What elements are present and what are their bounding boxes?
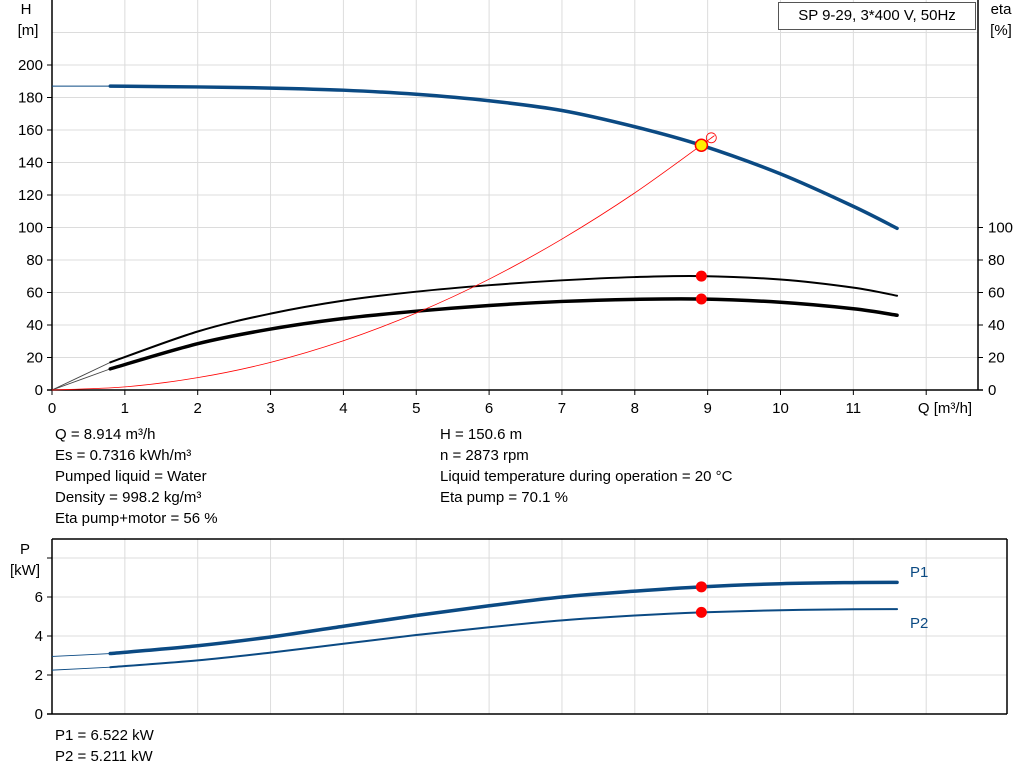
power-plot-area xyxy=(52,539,1007,714)
power-y-axis-unit: [kW] xyxy=(10,562,40,579)
info-density: Density = 998.2 kg/m³ xyxy=(55,489,202,506)
duty-point-power xyxy=(695,606,707,618)
info-right: H = 150.6 m n = 2873 rpm Liquid temperat… xyxy=(440,424,732,508)
power-y-tick-label: 6 xyxy=(35,589,43,606)
y-tick-label: 180 xyxy=(18,90,43,107)
P1-series-label: P1 xyxy=(910,564,928,581)
y-tick-label: 160 xyxy=(18,122,43,139)
y-tick-label: 20 xyxy=(26,350,43,367)
info-temp: Liquid temperature during operation = 20… xyxy=(440,468,733,485)
duty-point-eta xyxy=(695,270,707,282)
x-tick-label: 6 xyxy=(485,400,493,417)
system-curve-end-marker xyxy=(705,132,717,144)
x-tick-label: 3 xyxy=(266,400,274,417)
y-axis-label: H xyxy=(21,1,32,18)
x-tick-label: 9 xyxy=(703,400,711,417)
info-n: n = 2873 rpm xyxy=(440,447,529,464)
info-left: Q = 8.914 m³/h Es = 0.7316 kWh/m³ Pumped… xyxy=(55,424,218,529)
info-eta-pump: Eta pump = 70.1 % xyxy=(440,489,568,506)
y-tick-label: 140 xyxy=(18,155,43,172)
duty-point-power xyxy=(695,581,707,593)
x-tick-label: 11 xyxy=(846,400,862,417)
duty-point-head xyxy=(694,138,709,153)
y-tick-label: 0 xyxy=(35,382,43,399)
y2-tick-label: 40 xyxy=(988,317,1005,334)
info-q: Q = 8.914 m³/h xyxy=(55,426,156,443)
x-tick-label: 0 xyxy=(48,400,56,417)
eta_pump_motor-lead-in xyxy=(51,368,111,391)
info-eta-pump-motor: Eta pump+motor = 56 % xyxy=(55,510,218,527)
info-p2: P2 = 5.211 kW xyxy=(55,748,153,765)
H-curve xyxy=(108,84,899,231)
P2-series-label: P2 xyxy=(910,615,928,632)
power-y-tick-label: 2 xyxy=(35,667,43,684)
y-tick-label: 200 xyxy=(18,57,43,74)
info-power: P1 = 6.522 kW P2 = 5.211 kW xyxy=(55,725,154,767)
y-tick-label: 80 xyxy=(26,252,43,269)
power-y-axis-label: P xyxy=(20,541,30,558)
x-tick-label: 4 xyxy=(339,400,347,417)
y-axis-unit: [m] xyxy=(18,22,39,39)
duty-point-eta xyxy=(695,293,707,305)
y-tick-label: 40 xyxy=(26,317,43,334)
x-tick-label: 8 xyxy=(631,400,639,417)
P1-curve xyxy=(108,580,899,656)
x-tick-label: 7 xyxy=(558,400,566,417)
y2-tick-label: 100 xyxy=(988,220,1013,237)
P2-curve xyxy=(109,608,899,669)
y2-tick-label: 80 xyxy=(988,252,1005,269)
info-h: H = 150.6 m xyxy=(440,426,523,443)
x-tick-label: 5 xyxy=(412,400,420,417)
eta_pump-curve xyxy=(109,274,899,364)
pump-title-box: SP 9-29, 3*400 V, 50Hz xyxy=(778,2,976,30)
y2-axis-label: eta xyxy=(991,1,1013,18)
pump-title: SP 9-29, 3*400 V, 50Hz xyxy=(798,7,956,24)
info-liquid: Pumped liquid = Water xyxy=(55,468,207,485)
y-tick-label: 120 xyxy=(18,187,43,204)
P1-lead-in xyxy=(51,653,111,657)
power-y-tick-label: 0 xyxy=(35,706,43,723)
x-tick-label: 2 xyxy=(194,400,202,417)
x-tick-label: 1 xyxy=(121,400,129,417)
eta_pump-lead-in xyxy=(51,361,111,391)
power-y-tick-label: 4 xyxy=(35,628,43,645)
y2-tick-label: 20 xyxy=(988,350,1005,367)
y2-axis-unit: [%] xyxy=(990,22,1012,39)
info-p1: P1 = 6.522 kW xyxy=(55,727,154,744)
y2-tick-label: 0 xyxy=(988,382,996,399)
y2-tick-label: 60 xyxy=(988,285,1005,302)
system-curve xyxy=(51,135,715,391)
P2-lead-in xyxy=(51,666,111,671)
y-tick-label: 60 xyxy=(26,285,43,302)
y-tick-label: 100 xyxy=(18,220,43,237)
x-axis-label: Q [m³/h] xyxy=(918,400,972,417)
info-es: Es = 0.7316 kWh/m³ xyxy=(55,447,192,464)
eta_pump_motor-curve xyxy=(108,297,899,371)
x-tick-label: 10 xyxy=(772,400,789,417)
